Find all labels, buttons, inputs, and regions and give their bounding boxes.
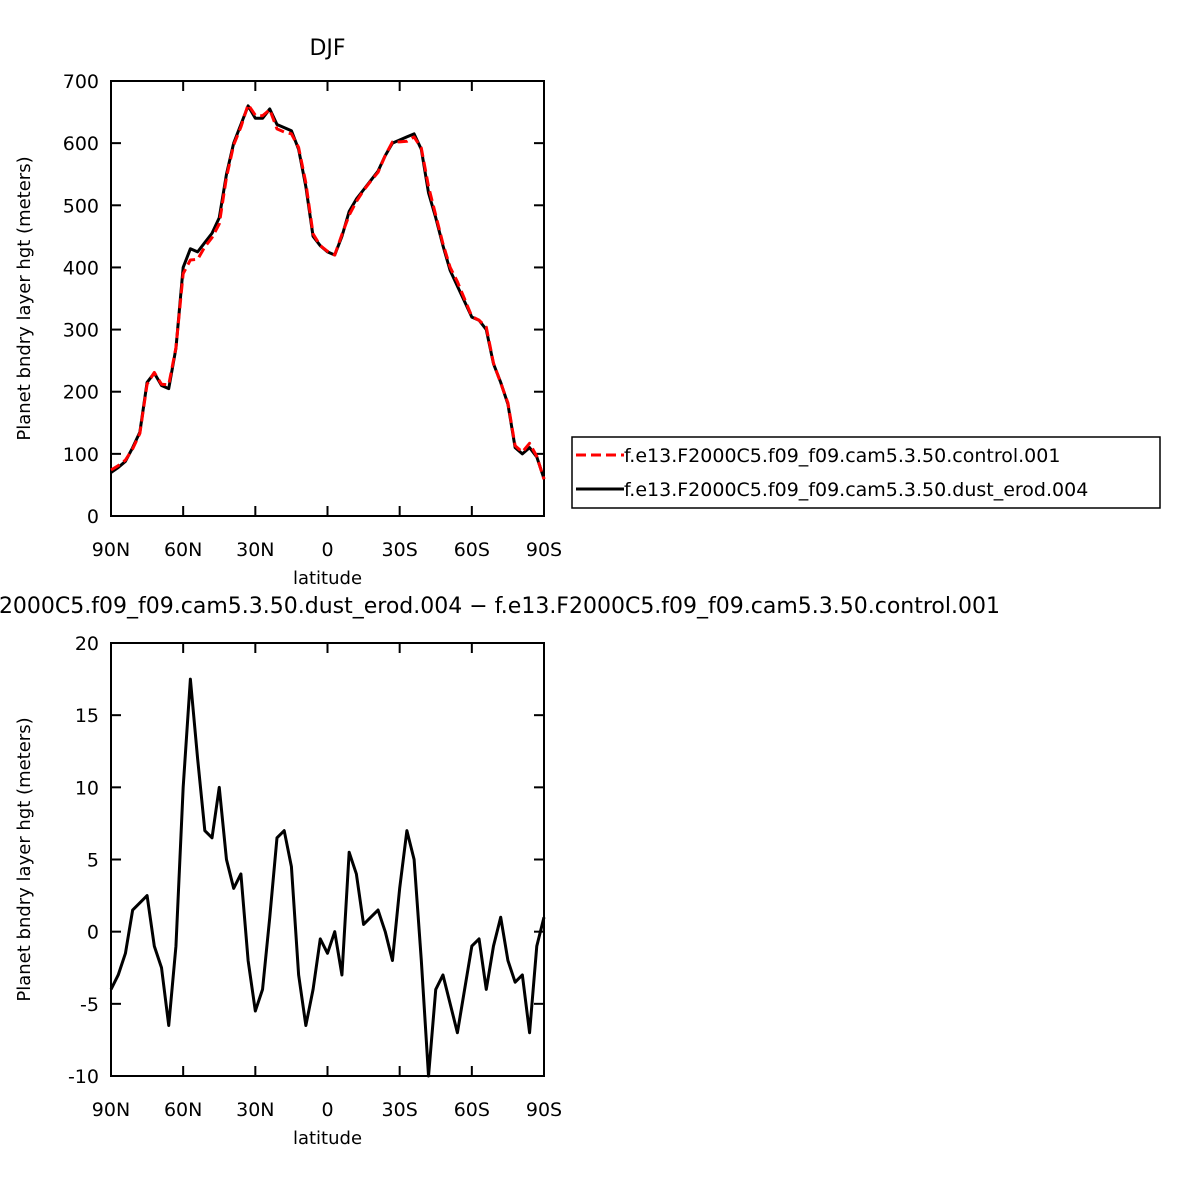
x-tick-label: 60S [454,1099,490,1121]
y-tick-label: 400 [63,257,99,279]
data-line [110,104,546,480]
x-tick-label: 30N [236,539,274,561]
x-tick-label: 60N [164,539,202,561]
x-tick-label: 30S [382,539,418,561]
x-axis-label: latitude [293,1128,362,1149]
y-tick-label: 100 [63,444,99,466]
y-tick-label: 700 [63,71,99,93]
data-line [109,677,546,1078]
x-tick-label: 90N [92,539,130,561]
chart-title: f.e13.F2000C5.f09_f09.cam5.3.50.dust_ero… [0,594,1000,619]
x-tick-label: 30S [382,1099,418,1121]
x-tick-label: 60N [164,1099,202,1121]
y-tick-label: -5 [80,994,99,1016]
plot-frame [110,642,545,1077]
y-axis-label: Planet bndry layer hgt (meters) [14,156,35,440]
x-tick-label: 90S [526,1099,562,1121]
x-tick-label: 90N [92,1099,130,1121]
y-tick-label: 200 [63,382,99,404]
x-tick-label: 0 [321,539,333,561]
y-tick-label: 500 [63,195,99,217]
y-tick-label: 0 [87,506,99,528]
plot-frame [110,80,545,517]
chart-title: DJF [309,36,345,61]
y-tick-label: 600 [63,133,99,155]
y-tick-label: 300 [63,320,99,342]
x-tick-label: 90S [526,539,562,561]
legend-label: f.e13.F2000C5.f09_f09.cam5.3.50.control.… [624,445,1060,467]
y-axis-label: Planet bndry layer hgt (meters) [14,717,35,1001]
y-tick-label: 20 [75,633,99,655]
y-tick-label: 0 [87,922,99,944]
legend-box [571,436,1161,509]
x-tick-label: 60S [454,539,490,561]
data-line [110,103,546,480]
x-tick-label: 0 [321,1099,333,1121]
y-tick-label: 10 [75,777,99,799]
y-tick-label: 5 [87,850,99,872]
y-tick-label: 15 [75,705,99,727]
legend-label: f.e13.F2000C5.f09_f09.cam5.3.50.dust_ero… [624,479,1088,501]
x-tick-label: 30N [236,1099,274,1121]
x-axis-label: latitude [293,568,362,589]
y-tick-label: -10 [68,1066,99,1088]
